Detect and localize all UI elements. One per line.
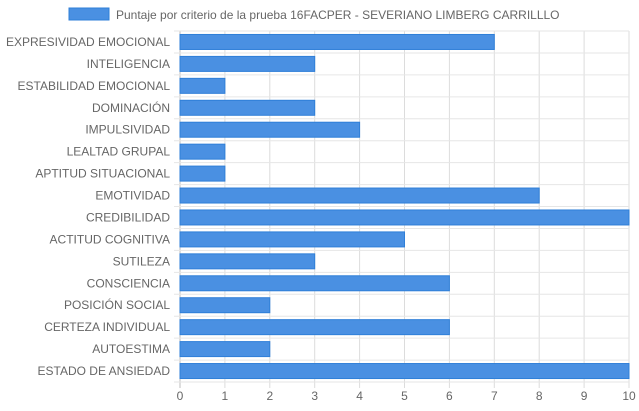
category-label: CERTEZA INDIVIDUAL — [44, 320, 170, 334]
category-label: LEALTAD GRUPAL — [67, 145, 171, 159]
bar[interactable] — [179, 33, 495, 50]
x-tick-label: 4 — [356, 389, 363, 403]
category-label: EMOTIVIDAD — [95, 189, 170, 203]
category-label: AUTOESTIMA — [92, 342, 170, 356]
legend-label[interactable]: Puntaje por criterio de la prueba 16FACP… — [116, 8, 560, 22]
legend[interactable]: Puntaje por criterio de la prueba 16FACP… — [68, 7, 560, 22]
bar[interactable] — [179, 121, 361, 138]
x-tick-label: 8 — [536, 389, 543, 403]
bar[interactable] — [179, 209, 630, 226]
bar[interactable] — [179, 143, 226, 160]
category-label: ESTABILIDAD EMOCIONAL — [18, 79, 171, 93]
category-label: POSICIÓN SOCIAL — [64, 297, 170, 312]
category-labels: EXPRESIVIDAD EMOCIONAL INTELIGENCIA ESTABI… — [6, 35, 170, 378]
category-label: ACTITUD COGNITIVA — [50, 232, 170, 246]
x-tick-label: 5 — [401, 389, 408, 403]
bar[interactable] — [179, 77, 226, 94]
bar[interactable] — [179, 99, 316, 116]
category-label: CONSCIENCIA — [87, 276, 170, 290]
bar[interactable] — [179, 55, 316, 72]
category-label: CREDIBILIDAD — [86, 210, 170, 224]
bar[interactable] — [179, 253, 316, 270]
bar[interactable] — [179, 275, 450, 292]
bars — [179, 33, 630, 380]
x-tick-label: 0 — [177, 389, 184, 403]
x-tick-label: 6 — [446, 389, 453, 403]
bar[interactable] — [179, 165, 226, 182]
x-tick-label: 3 — [311, 389, 318, 403]
category-label: IMPULSIVIDAD — [85, 123, 170, 137]
x-tick-label: 2 — [266, 389, 273, 403]
category-label: EXPRESIVIDAD EMOCIONAL — [6, 35, 170, 49]
category-label: INTELIGENCIA — [87, 57, 170, 71]
category-label: ESTADO DE ANSIEDAD — [38, 364, 171, 378]
legend-swatch[interactable] — [68, 7, 110, 21]
grid-lines — [174, 30, 630, 388]
bar[interactable] — [179, 363, 630, 380]
x-tick-label: 1 — [222, 389, 229, 403]
bar[interactable] — [179, 319, 450, 336]
x-axis-ticks: 0 1 2 3 4 5 6 7 8 9 10 — [177, 389, 636, 403]
category-label: APTITUD SITUACIONAL — [35, 167, 170, 181]
x-tick-label: 10 — [622, 389, 636, 403]
bar[interactable] — [179, 187, 540, 204]
category-label: SUTILEZA — [113, 254, 170, 268]
bar[interactable] — [179, 341, 271, 358]
x-tick-label: 7 — [491, 389, 498, 403]
bar[interactable] — [179, 231, 405, 248]
category-label: DOMINACIÓN — [92, 100, 170, 115]
x-tick-label: 9 — [581, 389, 588, 403]
bar[interactable] — [179, 297, 271, 314]
